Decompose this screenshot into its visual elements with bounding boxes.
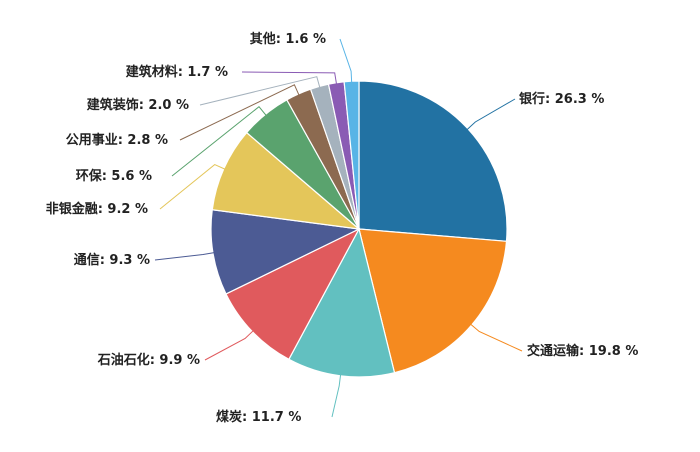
slice-label-9: 建筑装饰: 2.0 % (87, 97, 189, 113)
leader-line-1 (466, 98, 516, 131)
slice-label-11: 其他: 1.6 % (250, 31, 326, 47)
slice-label-7: 环保: 5.6 % (76, 168, 152, 184)
slice-label-5: 通信: 9.3 % (74, 252, 150, 268)
leader-line-8 (179, 84, 300, 141)
leader-line-3 (331, 373, 342, 418)
slice-label-4: 石油石化: 9.9 % (97, 352, 200, 368)
leader-line-9 (199, 76, 321, 106)
slice-label-2: 交通运输: 19.8 % (527, 343, 638, 359)
leader-lines (154, 38, 523, 418)
leader-line-5 (154, 252, 215, 261)
leader-line-6 (159, 164, 226, 210)
slice-labels: 银行: 26.3 % 交通运输: 19.8 % 煤炭: 11.7 % 石油石化: 9.… (46, 31, 639, 425)
leader-line-11 (339, 38, 353, 84)
slice-label-6: 非银金融: 9.2 % (46, 201, 148, 217)
slice-label-8: 公用事业: 2.8 % (66, 132, 168, 148)
pie-slices (210, 80, 508, 378)
slice-label-3: 煤炭: 11.7 % (216, 409, 301, 425)
slice-label-10: 建筑材料: 1.7 % (126, 64, 228, 80)
leader-line-7 (171, 106, 267, 177)
leader-line-2 (469, 323, 523, 352)
slice-label-1: 银行: 26.3 % (519, 91, 604, 107)
leader-line-4 (204, 329, 255, 361)
leader-line-10 (241, 71, 338, 85)
pie-slice-1 (358, 80, 508, 242)
